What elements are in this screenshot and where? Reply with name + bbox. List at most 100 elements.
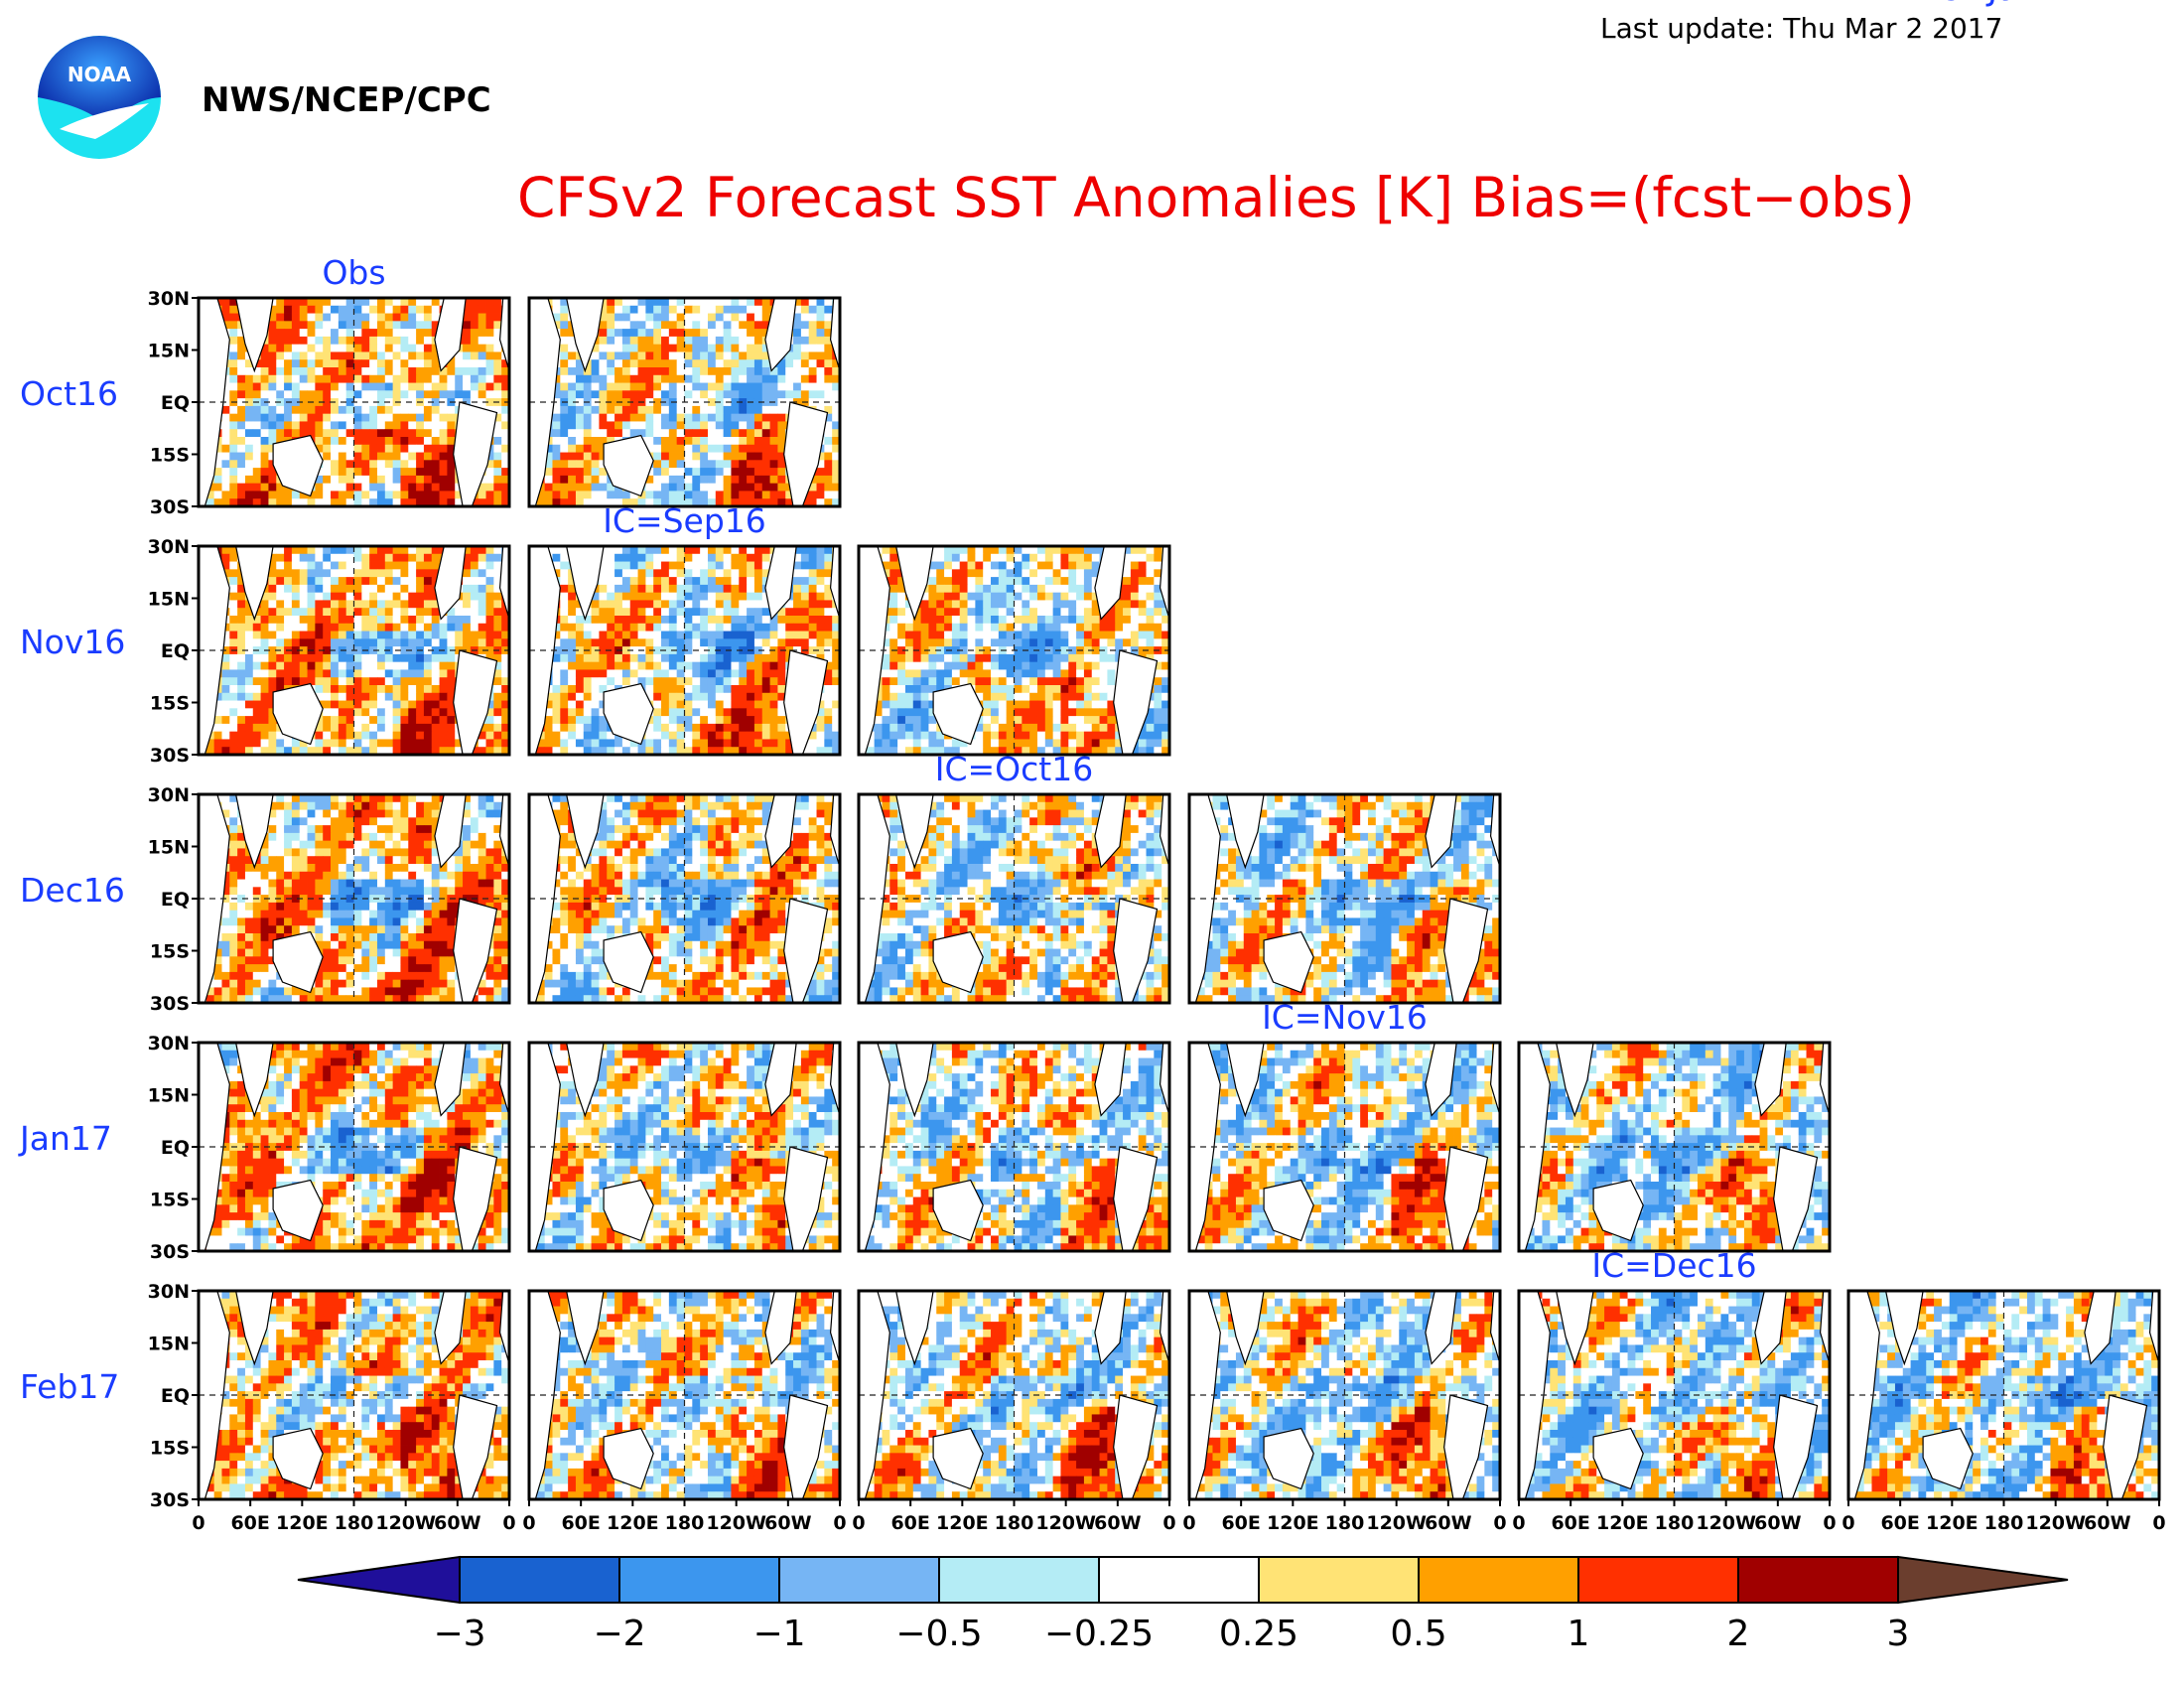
anomaly-cell — [676, 677, 685, 686]
anomaly-cell — [785, 491, 794, 499]
anomaly-cell — [408, 600, 417, 609]
anomaly-cell — [276, 321, 285, 330]
anomaly-cell — [991, 577, 1000, 586]
anomaly-cell — [353, 359, 362, 368]
anomaly-cell — [692, 429, 701, 438]
anomaly-cell — [769, 468, 778, 477]
anomaly-cell — [384, 700, 394, 709]
anomaly-cell — [739, 623, 748, 632]
anomaly-cell — [614, 569, 623, 578]
anomaly-cell — [276, 382, 285, 391]
anomaly-cell — [291, 359, 301, 368]
anomaly-cell — [338, 561, 347, 570]
anomaly-cell — [369, 685, 378, 694]
anomaly-cell — [800, 592, 810, 601]
anomaly-cell — [684, 708, 693, 717]
anomaly-cell — [221, 460, 230, 469]
anomaly-cell — [568, 421, 577, 430]
anomaly-cell — [983, 561, 992, 570]
anomaly-cell — [552, 305, 561, 314]
anomaly-cell — [315, 739, 324, 748]
anomaly-cell — [747, 638, 755, 647]
anomaly-cell — [753, 352, 763, 360]
anomaly-cell — [260, 653, 269, 663]
anomaly-cell — [338, 429, 347, 438]
anomaly-cell — [408, 444, 417, 453]
anomaly-cell — [661, 623, 670, 632]
anomaly-cell — [408, 553, 417, 562]
anomaly-cell — [384, 685, 394, 694]
anomaly-cell — [470, 623, 479, 632]
anomaly-cell — [816, 359, 825, 368]
anomaly-cell — [575, 475, 585, 485]
anomaly-cell — [447, 692, 456, 701]
anomaly-cell — [307, 498, 316, 507]
anomaly-cell — [614, 498, 623, 507]
anomaly-cell — [793, 608, 802, 617]
anomaly-cell — [552, 491, 561, 499]
anomaly-cell — [244, 708, 254, 717]
anomaly-cell — [645, 367, 654, 376]
anomaly-cell — [284, 313, 293, 322]
anomaly-cell — [447, 475, 456, 485]
anomaly-cell — [338, 592, 347, 601]
anomaly-cell — [331, 592, 340, 601]
anomaly-cell — [684, 413, 693, 422]
anomaly-cell — [661, 700, 670, 709]
anomaly-cell — [361, 708, 370, 717]
anomaly-cell — [439, 491, 448, 499]
anomaly-cell — [747, 305, 755, 314]
anomaly-cell — [739, 708, 748, 717]
anomaly-cell — [621, 546, 631, 555]
anomaly-cell — [692, 561, 701, 570]
anomaly-cell — [229, 444, 238, 453]
anomaly-cell — [369, 329, 378, 338]
anomaly-cell — [568, 631, 577, 639]
anomaly-cell — [331, 305, 340, 314]
anomaly-cell — [299, 413, 308, 422]
anomaly-cell — [560, 700, 569, 709]
anomaly-cell — [423, 359, 433, 368]
anomaly-cell — [416, 661, 425, 670]
anomaly-cell — [621, 336, 631, 346]
anomaly-cell — [621, 359, 631, 368]
anomaly-cell — [731, 382, 740, 391]
anomaly-cell — [629, 498, 638, 507]
anomaly-cell — [315, 608, 324, 617]
anomaly-cell — [707, 638, 717, 647]
anomaly-cell — [661, 584, 670, 594]
anomaly-cell — [1036, 577, 1046, 586]
anomaly-cell — [637, 653, 646, 663]
noaa-logo-text: NOAA — [68, 63, 132, 86]
anomaly-cell — [747, 747, 755, 756]
anomaly-cell — [607, 638, 615, 647]
anomaly-cell — [392, 685, 401, 694]
anomaly-cell — [244, 646, 254, 655]
anomaly-cell — [731, 460, 740, 469]
anomaly-cell — [661, 405, 670, 415]
anomaly-cell — [1130, 584, 1140, 594]
anomaly-cell — [501, 429, 510, 438]
anomaly-cell — [668, 405, 678, 415]
anomaly-cell — [276, 592, 285, 601]
anomaly-cell — [928, 569, 937, 578]
anomaly-cell — [723, 716, 732, 725]
anomaly-cell — [384, 669, 394, 678]
anomaly-cell — [221, 700, 230, 709]
anomaly-cell — [731, 569, 740, 578]
anomaly-cell — [416, 723, 425, 733]
anomaly-cell — [808, 382, 817, 391]
anomaly-cell — [684, 352, 693, 360]
anomaly-cell — [431, 731, 440, 740]
anomaly-cell — [832, 359, 841, 368]
anomaly-cell — [731, 747, 740, 756]
anomaly-cell — [416, 716, 425, 725]
anomaly-cell — [361, 498, 370, 507]
anomaly-cell — [653, 460, 662, 469]
anomaly-cell — [485, 616, 494, 625]
anomaly-cell — [252, 653, 261, 663]
anomaly-cell — [485, 313, 494, 322]
anomaly-cell — [808, 344, 817, 352]
anomaly-cell — [692, 700, 701, 709]
anomaly-cell — [237, 475, 246, 485]
